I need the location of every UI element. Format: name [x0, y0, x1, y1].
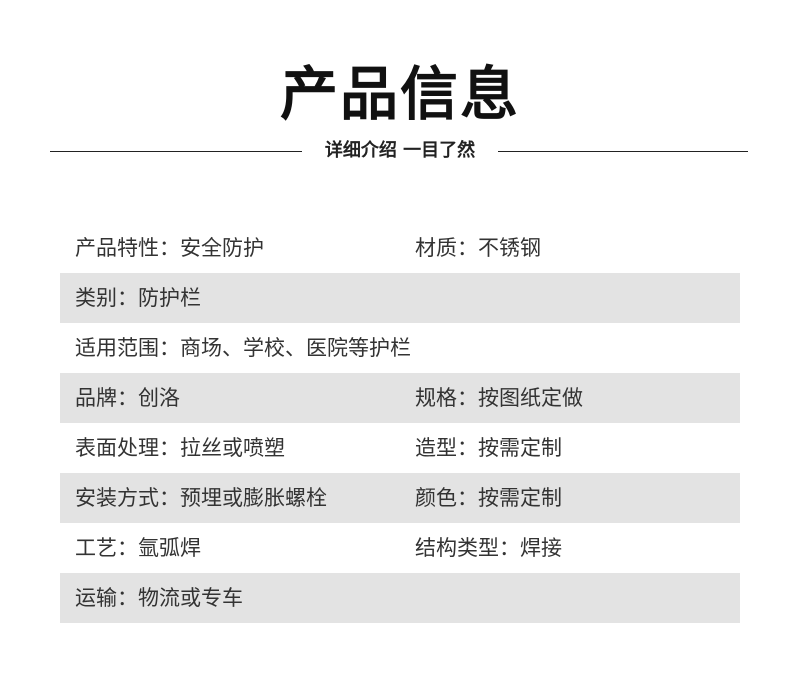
subtitle: 详细介绍 一目了然: [324, 140, 476, 161]
spec-left: 产品特性：安全防护: [75, 236, 264, 260]
spec-right: 造型：按需定制: [415, 436, 562, 460]
spec-left: 工艺：氩弧焊: [75, 536, 201, 560]
spec-left: 运输：物流或专车: [75, 586, 243, 610]
spec-row: 安装方式：预埋或膨胀螺栓 颜色：按需定制: [60, 473, 740, 523]
divider-left: [50, 151, 302, 152]
spec-row: 表面处理：拉丝或喷塑 造型：按需定制: [60, 423, 740, 473]
page-title: 产品信息: [279, 60, 520, 128]
spec-left: 品牌：创洛: [75, 386, 180, 410]
spec-row: 产品特性：安全防护 材质：不锈钢: [60, 223, 740, 273]
spec-right: 结构类型：焊接: [415, 536, 562, 560]
spec-left: 表面处理：拉丝或喷塑: [75, 436, 285, 460]
spec-left: 安装方式：预埋或膨胀螺栓: [75, 486, 327, 510]
spec-row: 工艺：氩弧焊 结构类型：焊接: [60, 523, 740, 573]
spec-row: 品牌：创洛 规格：按图纸定做: [60, 373, 740, 423]
spec-row: 适用范围：商场、学校、医院等护栏: [60, 323, 740, 373]
spec-right: 材质：不锈钢: [415, 236, 541, 260]
spec-row: 类别：防护栏: [60, 273, 740, 323]
spec-left: 类别：防护栏: [75, 286, 201, 310]
spec-row: 运输：物流或专车: [60, 573, 740, 623]
divider-right: [498, 151, 748, 152]
spec-left: 适用范围：商场、学校、医院等护栏: [75, 336, 411, 360]
spec-right: 颜色：按需定制: [415, 486, 562, 510]
spec-right: 规格：按图纸定做: [415, 386, 583, 410]
